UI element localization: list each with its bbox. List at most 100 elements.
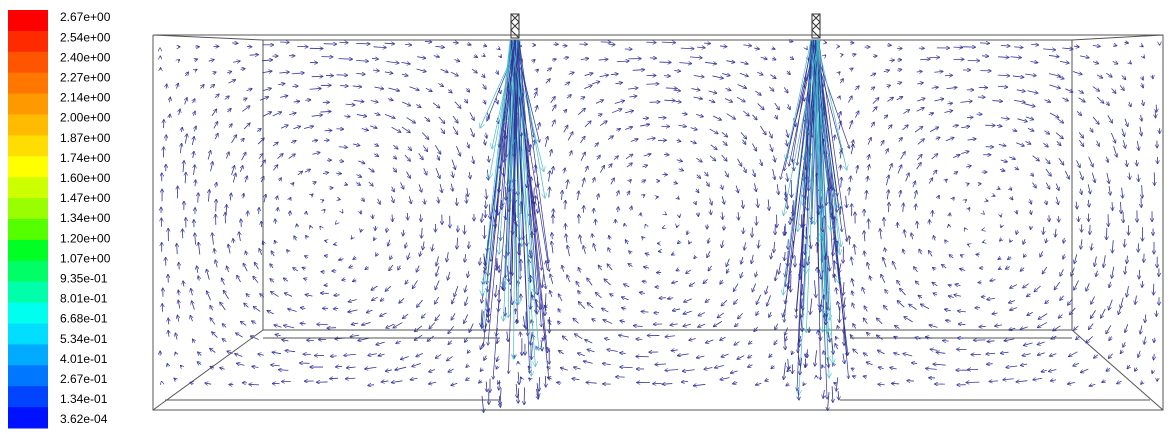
vector (1120, 298, 1123, 308)
vector (998, 258, 1001, 260)
vector (426, 88, 432, 91)
vector (697, 356, 705, 358)
vector (608, 248, 610, 252)
vector (852, 368, 854, 369)
vector (686, 270, 691, 273)
vector (646, 253, 650, 255)
vector (864, 353, 868, 356)
vector (678, 241, 680, 244)
vector (1015, 167, 1019, 169)
vector (192, 137, 194, 145)
vector (197, 362, 201, 364)
vector (734, 299, 738, 304)
vector (405, 155, 410, 161)
vector (614, 156, 618, 159)
vector (422, 132, 428, 139)
vector (178, 300, 179, 308)
vector (392, 381, 403, 383)
vector (546, 79, 550, 83)
vector (612, 109, 621, 113)
vector (1103, 255, 1105, 267)
vector (225, 96, 229, 99)
vector (451, 313, 455, 319)
vector (507, 331, 508, 341)
vector (698, 213, 699, 216)
vector (695, 201, 696, 204)
vector (1043, 143, 1048, 147)
vector (369, 168, 374, 172)
vector (784, 362, 786, 379)
vector (376, 253, 378, 256)
vector (497, 356, 499, 361)
vector (436, 266, 439, 276)
vector (429, 369, 435, 371)
vector (1076, 202, 1077, 209)
vector (1043, 227, 1044, 234)
vector (1024, 343, 1033, 346)
vector (640, 124, 649, 126)
vector (561, 191, 562, 200)
vector (532, 60, 534, 62)
vector (562, 266, 564, 272)
vector (1033, 156, 1039, 161)
vector (838, 391, 839, 399)
vector (992, 101, 1002, 102)
vector (405, 280, 408, 284)
vector (926, 368, 937, 369)
vector (987, 298, 995, 299)
vector (834, 274, 835, 282)
vector (352, 323, 358, 324)
vector (214, 249, 215, 254)
vector (917, 155, 922, 160)
vector (1122, 129, 1125, 136)
vector (243, 98, 247, 100)
vector (679, 169, 684, 171)
vector (353, 144, 359, 146)
vector (482, 213, 483, 222)
vector (340, 86, 348, 87)
vector (257, 129, 261, 132)
vector (705, 62, 716, 63)
vector (194, 59, 197, 60)
vector (260, 97, 268, 100)
vector (921, 304, 929, 308)
vector (856, 166, 857, 173)
vector (550, 150, 552, 157)
vector (773, 169, 775, 179)
vector (694, 75, 704, 76)
vector (743, 45, 751, 46)
vector (578, 353, 585, 356)
vector (673, 309, 681, 311)
vector (436, 354, 442, 358)
vector (629, 251, 631, 253)
vector (676, 101, 681, 102)
vector (361, 229, 362, 232)
vector (790, 57, 793, 59)
vector (1097, 97, 1103, 103)
vector (1081, 369, 1089, 372)
vector (965, 228, 966, 229)
vector (1022, 354, 1030, 356)
vector (756, 311, 758, 315)
vector (1080, 189, 1081, 194)
vector (1122, 75, 1126, 79)
vector (547, 68, 551, 71)
vector (1012, 130, 1016, 131)
page: 2.67e+002.54e+002.40e+002.27e+002.14e+00… (0, 0, 1176, 434)
vector (193, 152, 194, 158)
vector (600, 166, 604, 173)
vector (259, 249, 261, 255)
vector (986, 353, 995, 354)
vector (958, 311, 966, 312)
vector (214, 122, 218, 129)
vector (293, 268, 298, 271)
vector (696, 114, 703, 116)
vector (914, 267, 918, 272)
colorbar-label: 6.68e-01 (60, 312, 108, 326)
vector (486, 189, 487, 199)
vector (864, 251, 865, 256)
vector (992, 313, 997, 314)
vector (624, 284, 629, 287)
colorbar-label: 1.87e+00 (60, 131, 111, 145)
vector (374, 154, 378, 157)
